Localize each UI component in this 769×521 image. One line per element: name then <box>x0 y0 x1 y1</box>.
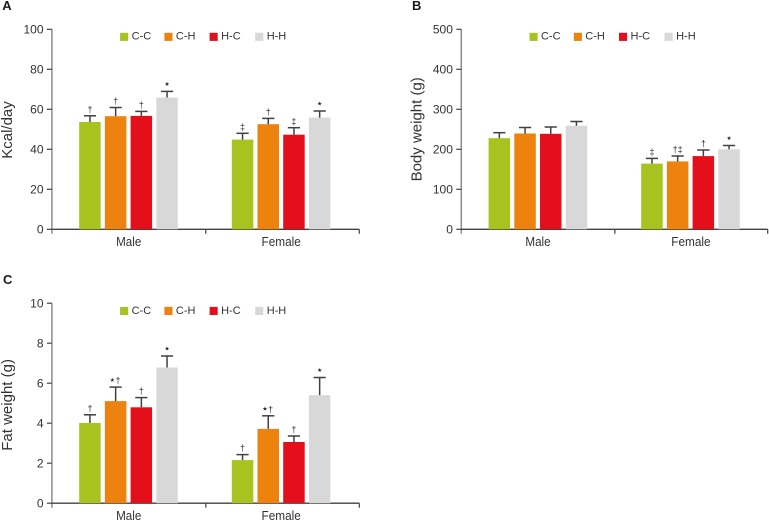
svg-text:‡: ‡ <box>649 147 654 157</box>
svg-text:0: 0 <box>37 222 44 236</box>
svg-text:†: † <box>291 425 296 435</box>
svg-text:†: † <box>240 443 245 453</box>
svg-text:C: C <box>3 272 13 287</box>
svg-text:500: 500 <box>433 22 453 36</box>
svg-text:C-C: C-C <box>132 31 152 43</box>
svg-text:†: † <box>268 404 273 414</box>
svg-text:0: 0 <box>37 496 44 510</box>
svg-text:B: B <box>412 0 421 13</box>
svg-text:C-H: C-H <box>176 305 196 317</box>
svg-text:H-H: H-H <box>267 305 287 317</box>
svg-text:60: 60 <box>30 102 44 116</box>
svg-text:Kcal/day: Kcal/day <box>0 101 16 159</box>
svg-text:†: † <box>87 403 92 413</box>
svg-text:10: 10 <box>30 296 44 310</box>
svg-text:200: 200 <box>433 142 453 156</box>
svg-text:Male: Male <box>116 234 141 249</box>
svg-text:300: 300 <box>433 102 453 116</box>
svg-text:C-C: C-C <box>132 305 152 317</box>
svg-text:20: 20 <box>30 182 44 196</box>
svg-text:H-H: H-H <box>676 31 696 43</box>
svg-text:0: 0 <box>446 222 453 236</box>
svg-text:8: 8 <box>37 336 44 350</box>
svg-text:C-H: C-H <box>585 31 605 43</box>
svg-text:H-C: H-C <box>631 31 651 43</box>
svg-text:C-H: C-H <box>176 31 196 43</box>
svg-text:Female: Female <box>262 234 301 249</box>
svg-text:H-C: H-C <box>221 305 241 317</box>
svg-text:6: 6 <box>37 376 44 390</box>
svg-text:†: † <box>139 100 144 110</box>
svg-text:H-C: H-C <box>221 31 241 43</box>
svg-text:Female: Female <box>262 508 301 521</box>
svg-text:Fat weight (g): Fat weight (g) <box>0 359 16 451</box>
svg-text:‡: ‡ <box>240 122 245 132</box>
svg-text:40: 40 <box>30 142 44 156</box>
svg-text:Male: Male <box>525 234 550 249</box>
svg-text:80: 80 <box>30 62 44 76</box>
svg-text:Female: Female <box>671 234 710 249</box>
svg-text:†: † <box>113 96 118 106</box>
svg-text:100: 100 <box>23 22 43 36</box>
svg-text:100: 100 <box>433 182 453 196</box>
svg-text:†: † <box>87 104 92 114</box>
svg-text:†: † <box>701 139 706 149</box>
svg-text:Body weight (g): Body weight (g) <box>408 77 425 181</box>
svg-text:Male: Male <box>116 508 141 521</box>
svg-text:†: † <box>266 107 271 117</box>
svg-text:2: 2 <box>37 456 44 470</box>
svg-text:C-C: C-C <box>541 31 561 43</box>
svg-text:400: 400 <box>433 62 453 76</box>
svg-text:†‡: †‡ <box>673 145 683 155</box>
svg-text:†: † <box>139 386 144 396</box>
svg-text:4: 4 <box>37 416 44 430</box>
svg-text:†: † <box>115 376 120 386</box>
svg-text:A: A <box>2 0 12 13</box>
svg-text:H-H: H-H <box>267 31 287 43</box>
svg-text:‡: ‡ <box>291 116 296 126</box>
